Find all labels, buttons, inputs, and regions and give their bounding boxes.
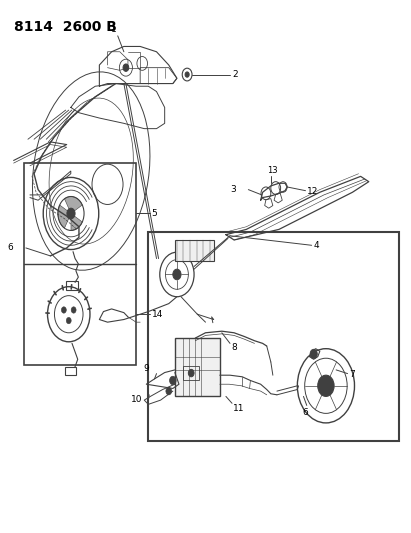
Text: 2: 2	[232, 70, 238, 79]
Wedge shape	[65, 197, 82, 214]
Text: 8114  2600 B: 8114 2600 B	[14, 20, 116, 34]
Text: 7: 7	[349, 369, 355, 378]
Bar	[183, 366, 199, 381]
Text: 4: 4	[314, 241, 319, 251]
Bar	[65, 367, 76, 375]
Circle shape	[173, 269, 181, 280]
Circle shape	[318, 375, 334, 397]
Bar	[24, 163, 136, 365]
Text: 5: 5	[152, 209, 157, 218]
Text: 9: 9	[143, 364, 149, 373]
Bar	[175, 338, 220, 397]
Text: 10: 10	[131, 395, 142, 404]
Wedge shape	[71, 214, 82, 230]
Circle shape	[310, 349, 317, 359]
Circle shape	[67, 208, 75, 219]
Circle shape	[123, 64, 129, 71]
Text: 6: 6	[7, 244, 13, 253]
Circle shape	[185, 72, 189, 77]
Text: 14: 14	[152, 310, 163, 319]
Bar	[148, 232, 399, 441]
Text: 1: 1	[111, 25, 117, 34]
Text: 11: 11	[233, 405, 245, 414]
Circle shape	[188, 369, 194, 377]
Text: 3: 3	[230, 185, 236, 194]
Bar	[66, 281, 79, 290]
Circle shape	[71, 307, 76, 313]
Text: 6: 6	[302, 408, 308, 416]
Text: 12: 12	[307, 187, 318, 196]
Circle shape	[66, 317, 71, 324]
Circle shape	[166, 387, 172, 395]
Text: 8: 8	[231, 343, 237, 352]
Circle shape	[61, 307, 66, 313]
Bar	[175, 240, 214, 261]
Circle shape	[170, 376, 176, 385]
Text: 13: 13	[268, 166, 278, 175]
Wedge shape	[58, 205, 71, 228]
